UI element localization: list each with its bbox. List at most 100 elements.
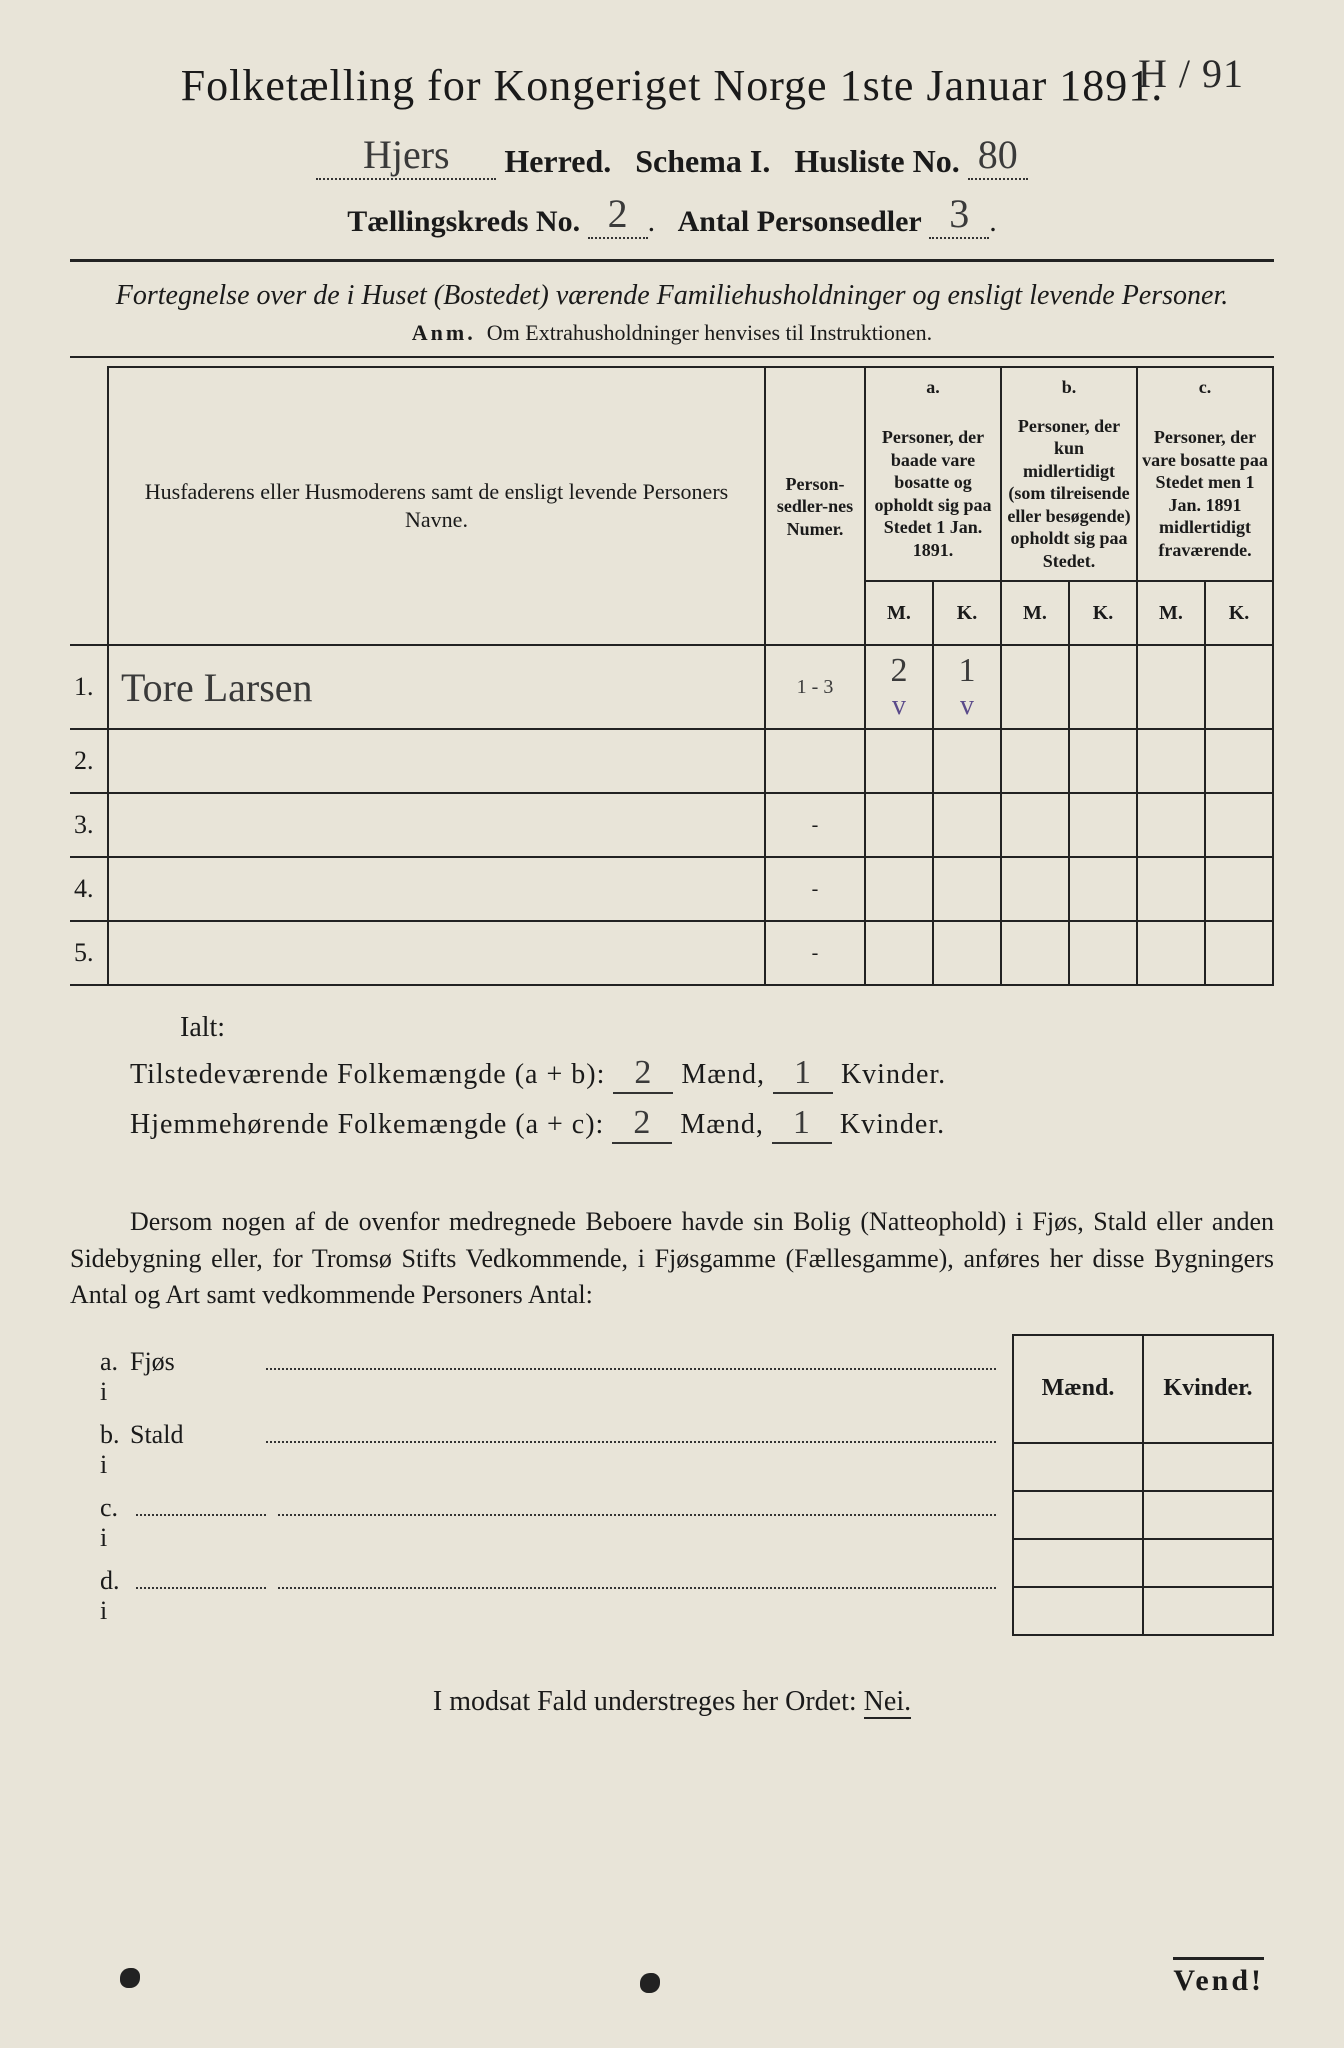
b-k	[1069, 857, 1137, 921]
ialt-line2-k: 1	[772, 1104, 832, 1144]
a-k: 1 v	[933, 645, 1001, 729]
pnum-cell	[765, 729, 865, 793]
b-m	[1001, 729, 1069, 793]
name-cell	[108, 857, 765, 921]
mk-cell	[1013, 1587, 1143, 1635]
col-c-k: K.	[1205, 581, 1273, 645]
pnum-cell: -	[765, 793, 865, 857]
divider	[70, 259, 1274, 262]
vend: Vend!	[1173, 1957, 1264, 1998]
husliste-label: Husliste No.	[794, 143, 959, 179]
a-k	[933, 921, 1001, 985]
mk-cell	[1143, 1587, 1273, 1635]
col-b-label: b.	[1001, 367, 1137, 407]
header-line-herred: Hjers Herred. Schema I. Husliste No. 80	[70, 131, 1274, 180]
col-c-m: M.	[1137, 581, 1205, 645]
b-k	[1069, 645, 1137, 729]
header-annotation: H / 91	[1138, 50, 1244, 97]
c-m	[1137, 921, 1205, 985]
col-c-text: Personer, der vare bosatte paa Stedet me…	[1137, 407, 1273, 582]
kreds-field: 2	[588, 190, 648, 239]
table-row: 3. -	[70, 793, 1273, 857]
nei-word: Nei.	[864, 1686, 911, 1719]
dots	[278, 1490, 996, 1516]
herred-label: Herred.	[504, 143, 611, 179]
bygning-lbl: c. i	[70, 1493, 130, 1553]
ialt-line-2: Hjemmehørende Folkemængde (a + c): 2 Mæn…	[130, 1104, 1274, 1144]
ialt-line-1: Tilstedeværende Folkemængde (a + b): 2 M…	[130, 1054, 1274, 1094]
kvinder-label: Kvinder.	[841, 1059, 946, 1090]
ialt-line1-k: 1	[773, 1054, 833, 1094]
c-m	[1137, 729, 1205, 793]
maend-label: Mænd,	[681, 1059, 765, 1090]
husliste-field: 80	[968, 131, 1028, 180]
bygning-lbl2	[136, 1563, 266, 1589]
table-row: 5. -	[70, 921, 1273, 985]
kreds-label: Tællingskreds No.	[347, 205, 580, 238]
a-m: 2 v	[865, 645, 933, 729]
col-b-k: K.	[1069, 581, 1137, 645]
row-num: 2.	[70, 729, 108, 793]
dots	[278, 1563, 996, 1589]
c-m	[1137, 793, 1205, 857]
col-a-m: M.	[865, 581, 933, 645]
bygning-lbl2	[136, 1490, 266, 1516]
title-text: Folketælling for Kongeriget Norge 1ste J…	[181, 61, 1164, 110]
bygning-lbl: b. i	[70, 1420, 130, 1480]
b-m	[1001, 645, 1069, 729]
a-k	[933, 793, 1001, 857]
herred-field: Hjers	[316, 131, 496, 180]
col-a-text: Personer, der baade vare bosatte og opho…	[865, 407, 1001, 582]
dots	[266, 1344, 996, 1370]
mk-cell	[1143, 1539, 1273, 1587]
bygning-block: a. i Fjøs b. i Stald c. i d. i Mænd. Kvi…	[70, 1334, 1274, 1636]
b-m	[1001, 857, 1069, 921]
b-k	[1069, 793, 1137, 857]
bygning-row: a. i Fjøs	[70, 1344, 1002, 1407]
table-row: 2.	[70, 729, 1273, 793]
schema-label: Schema I.	[635, 143, 770, 179]
household-table: Husfaderens eller Husmoderens samt de en…	[70, 366, 1274, 986]
section-anm: Anm. Om Extrahusholdninger henvises til …	[70, 320, 1274, 346]
b-m	[1001, 921, 1069, 985]
col-pnum-head: Person-sedler-nes Numer.	[765, 367, 865, 645]
row-num: 4.	[70, 857, 108, 921]
col-a-label: a.	[865, 367, 1001, 407]
paragraph: Dersom nogen af de ovenfor medregnede Be…	[70, 1204, 1274, 1313]
mk-maend-head: Mænd.	[1013, 1335, 1143, 1443]
bygning-row: d. i	[70, 1563, 1002, 1626]
a-m	[865, 729, 933, 793]
pnum-cell: -	[765, 857, 865, 921]
kvinder-label: Kvinder.	[840, 1109, 945, 1140]
pnum-cell: 1 - 3	[765, 645, 865, 729]
ialt-line2-label: Hjemmehørende Folkemængde (a + c):	[130, 1109, 604, 1140]
b-k	[1069, 921, 1137, 985]
ialt-line1-m: 2	[613, 1054, 673, 1094]
c-k	[1205, 645, 1273, 729]
a-m	[865, 921, 933, 985]
c-k	[1205, 857, 1273, 921]
ialt-line1-label: Tilstedeværende Folkemængde (a + b):	[130, 1059, 605, 1090]
bygning-mk-table: Mænd. Kvinder.	[1012, 1334, 1274, 1636]
antal-field: 3	[929, 190, 989, 239]
mk-cell	[1143, 1491, 1273, 1539]
col-b-text: Personer, der kun midlertidigt (som tilr…	[1001, 407, 1137, 582]
mk-cell	[1013, 1491, 1143, 1539]
mk-cell	[1143, 1443, 1273, 1491]
name-cell	[108, 729, 765, 793]
col-c-label: c.	[1137, 367, 1273, 407]
name-cell	[108, 793, 765, 857]
pnum-cell: -	[765, 921, 865, 985]
anm-text: Om Extrahusholdninger henvises til Instr…	[487, 320, 932, 345]
bygning-row: c. i	[70, 1490, 1002, 1553]
mk-cell	[1013, 1443, 1143, 1491]
section-description: Fortegnelse over de i Huset (Bostedet) v…	[70, 278, 1274, 314]
table-row: 1. Tore Larsen 1 - 3 2 v 1 v	[70, 645, 1273, 729]
row-num: 1.	[70, 645, 108, 729]
a-m	[865, 793, 933, 857]
name-cell	[108, 921, 765, 985]
a-m	[865, 857, 933, 921]
bygning-lbl: a. i	[70, 1347, 130, 1407]
mk-cell	[1013, 1539, 1143, 1587]
dots	[266, 1417, 996, 1443]
